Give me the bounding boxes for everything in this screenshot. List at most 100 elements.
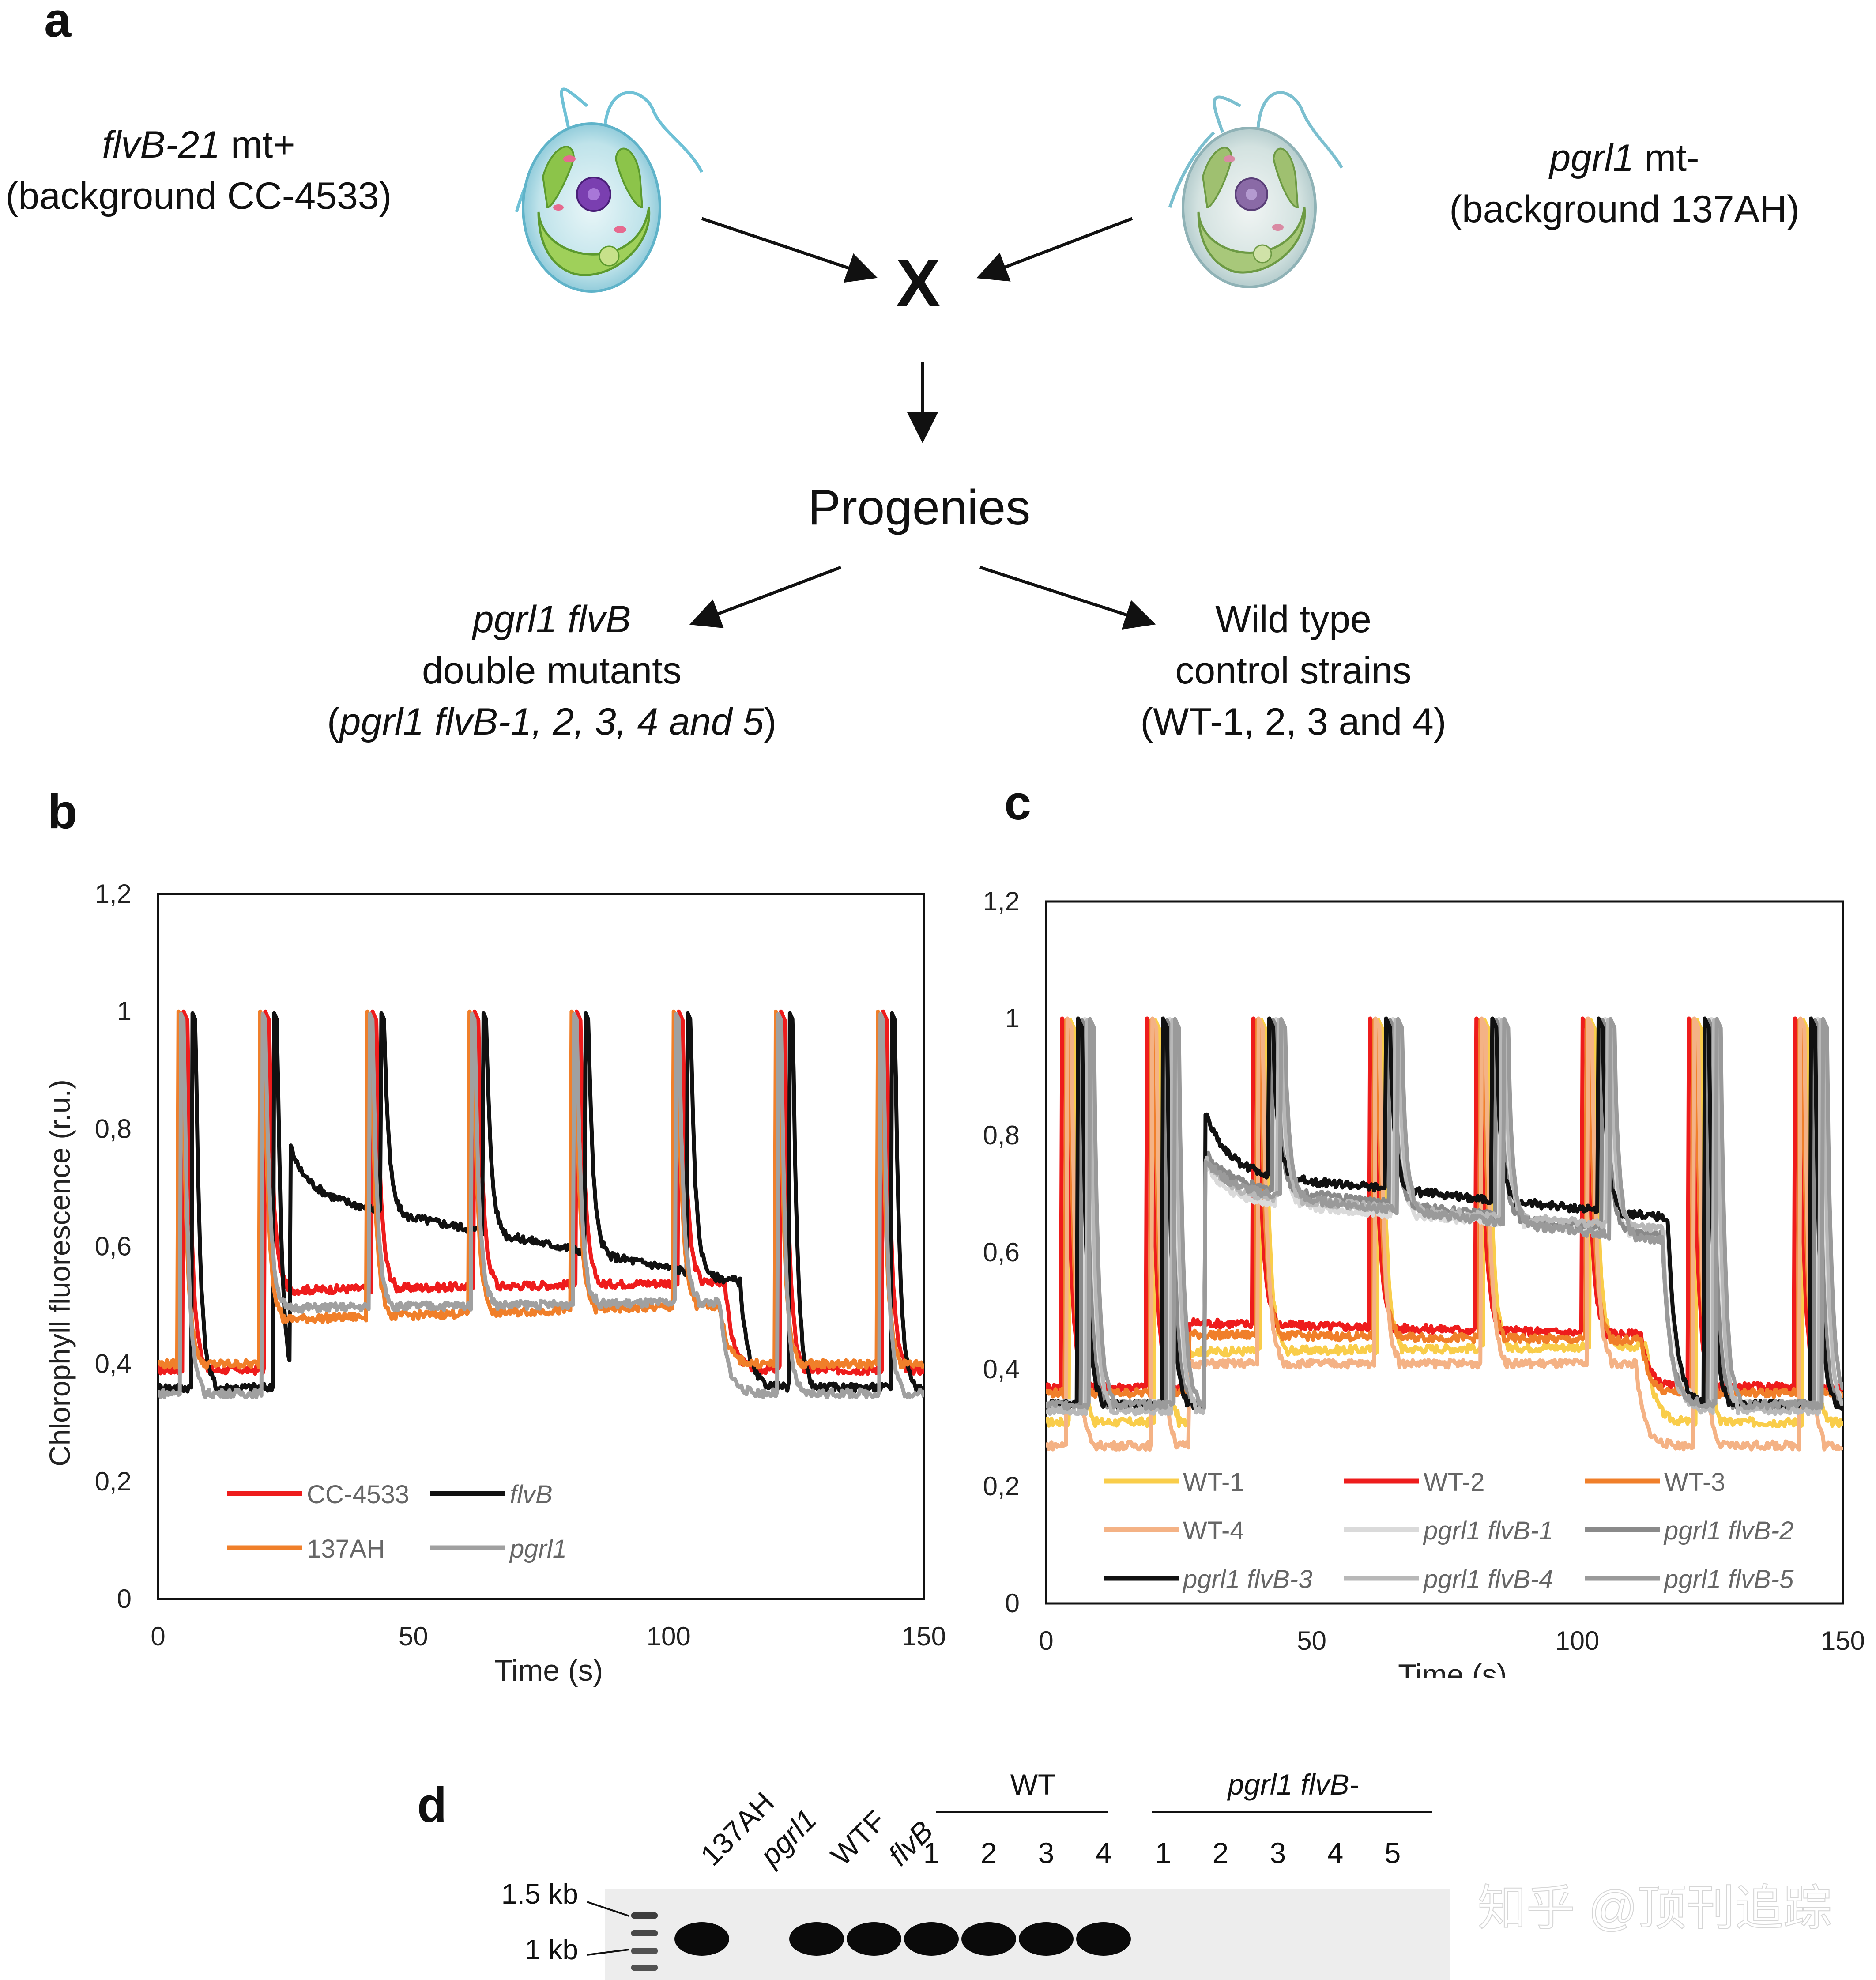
left-parent-mating: mt+ — [220, 124, 295, 166]
left-progeny-label: pgrl1 flvB double mutants (pgrl1 flvB-1,… — [309, 594, 795, 747]
gel-band — [847, 1922, 901, 1956]
series-line-pgrl1-flvB-3 — [1046, 1016, 1843, 1411]
right-parent-strain: pgrl1 — [1549, 137, 1634, 179]
panel-d-letter: d — [417, 1778, 447, 1832]
y-tick-label: 0 — [117, 1584, 132, 1614]
y-tick-label: 1 — [1005, 1003, 1020, 1033]
y-tick-label: 0,6 — [95, 1232, 132, 1261]
left-progeny-title: pgrl1 flvB — [472, 598, 631, 641]
y-tick-label: 1,2 — [95, 879, 132, 909]
gel-band — [1019, 1922, 1074, 1956]
legend-label: 137AH — [307, 1535, 385, 1563]
y-tick-label: 0,2 — [95, 1467, 132, 1496]
legend-label: pgrl1 flvB-3 — [1182, 1565, 1312, 1594]
marker-label: 1.5 kb — [501, 1878, 578, 1910]
left-parent-strain: flvB-21 — [102, 124, 220, 166]
y-tick-label: 1 — [117, 996, 132, 1026]
x-tick-label: 150 — [902, 1622, 946, 1651]
panel-c-letter: c — [1004, 776, 1032, 830]
right-progeny-label: Wild type control strains (WT-1, 2, 3 an… — [1051, 594, 1536, 747]
y-tick-label: 0,6 — [983, 1237, 1020, 1267]
ladder-band — [631, 1912, 658, 1919]
legend-label: pgrl1 flvB-2 — [1663, 1516, 1793, 1545]
chlamydomonas-cell-icon-right — [1168, 91, 1344, 288]
x-axis-label: Time (s) — [1398, 1658, 1507, 1678]
wt-lane-number: 3 — [1038, 1837, 1055, 1869]
gel-band — [789, 1922, 844, 1956]
wt-lane-number: 1 — [923, 1837, 940, 1869]
y-tick-label: 0,4 — [983, 1354, 1020, 1384]
x-tick-label: 0 — [1039, 1626, 1053, 1656]
legend-label: WT-2 — [1424, 1468, 1485, 1497]
y-tick-label: 0,8 — [983, 1120, 1020, 1150]
ladder-band — [631, 1948, 658, 1954]
y-tick-label: 0,4 — [95, 1349, 132, 1379]
panel-b-letter: b — [48, 784, 78, 839]
lane-label: WTF — [825, 1804, 892, 1872]
y-axis-label: Chlorophyll fluorescence (r.u.) — [43, 1079, 76, 1467]
gel-band — [1076, 1922, 1131, 1956]
left-progeny-strains: pgrl1 flvB-1, 2, 3, 4 and 5 — [339, 701, 764, 743]
progenies-label: Progenies — [808, 480, 1031, 535]
x-tick-label: 0 — [151, 1622, 165, 1651]
mutant-lane-number: 3 — [1270, 1837, 1286, 1869]
legend-label: pgrl1 flvB-1 — [1423, 1516, 1553, 1545]
y-tick-label: 0,2 — [983, 1471, 1020, 1501]
gel-band — [674, 1922, 729, 1956]
paren-close: ) — [764, 701, 777, 743]
chart-panel-c: 0 0,2 0,4 0,6 0,8 1 1,2 0 50 100 150 Time (s) WT-1 WT… — [983, 886, 1865, 1678]
x-tick-label: 100 — [1555, 1626, 1599, 1656]
x-tick-label: 50 — [399, 1622, 428, 1651]
mutant-group-label: pgrl1 flvB- — [1227, 1768, 1359, 1801]
right-progeny-strains: (WT-1, 2, 3 and 4) — [1140, 701, 1447, 743]
legend-label: CC-4533 — [307, 1480, 409, 1509]
legend-label: pgrl1 flvB-4 — [1423, 1565, 1553, 1594]
legend-label: WT-3 — [1664, 1468, 1725, 1497]
left-parent-background: (background CC-4533) — [5, 175, 392, 218]
cross-diagram — [515, 87, 1344, 630]
chart-panel-b: 0 0,2 0,4 0,6 0,8 1 1,2 0 50 100 150 Time (s) Chloro… — [43, 879, 946, 1687]
right-parent-mating: mt- — [1634, 137, 1699, 179]
y-tick-label: 0 — [1005, 1588, 1020, 1618]
right-parent-label: pgrl1 mt- (background 137AH) — [1426, 132, 1823, 235]
gel-band — [904, 1922, 959, 1956]
series-line-pgrl1-flvB-5 — [1046, 1017, 1843, 1411]
series-line-pgrl1 — [158, 1012, 924, 1399]
legend-label: pgrl1 — [509, 1535, 567, 1563]
marker-label: 1 kb — [525, 1934, 578, 1965]
mutant-lane-number: 4 — [1327, 1837, 1344, 1869]
paren-open: ( — [327, 701, 340, 743]
x-axis-label: Time (s) — [494, 1654, 603, 1687]
chlamydomonas-cell-icon-left — [515, 87, 704, 293]
panel-a-letter: a — [44, 0, 72, 47]
ladder-band — [631, 1930, 658, 1936]
gel-band — [961, 1922, 1016, 1956]
legend-label: WT-4 — [1183, 1516, 1244, 1545]
wt-lane-number: 2 — [981, 1837, 997, 1869]
x-tick-label: 150 — [1821, 1626, 1865, 1656]
series-line-flvB — [158, 1011, 924, 1394]
series-line-pgrl1-flvB-2 — [1046, 1018, 1843, 1411]
series-line-CC-4533 — [158, 1009, 924, 1376]
legend-label: WT-1 — [1183, 1468, 1244, 1497]
x-tick-label: 50 — [1297, 1626, 1326, 1656]
ladder-band — [631, 1965, 658, 1971]
cross-symbol: X — [896, 246, 941, 320]
right-progeny-subtitle: control strains — [1175, 649, 1412, 692]
mutant-lane-number: 1 — [1155, 1837, 1172, 1869]
left-progeny-subtitle: double mutants — [422, 649, 682, 692]
y-tick-label: 1,2 — [983, 886, 1020, 916]
left-parent-label: flvB-21 mt+ (background CC-4533) — [0, 119, 397, 222]
series-line-137AH — [158, 1009, 924, 1370]
right-parent-background: (background 137AH) — [1449, 188, 1800, 231]
y-tick-label: 0,8 — [95, 1114, 132, 1143]
wt-lane-number: 4 — [1096, 1837, 1112, 1869]
wt-group-label: WT — [1010, 1768, 1056, 1801]
x-tick-label: 100 — [647, 1622, 691, 1651]
right-progeny-title: Wild type — [1215, 598, 1371, 641]
watermark: 知乎 @顶刊追踪 — [1478, 1881, 1832, 1935]
legend-label: flvB — [510, 1480, 553, 1509]
legend-label: pgrl1 flvB-5 — [1663, 1565, 1794, 1594]
mutant-lane-number: 2 — [1213, 1837, 1229, 1869]
